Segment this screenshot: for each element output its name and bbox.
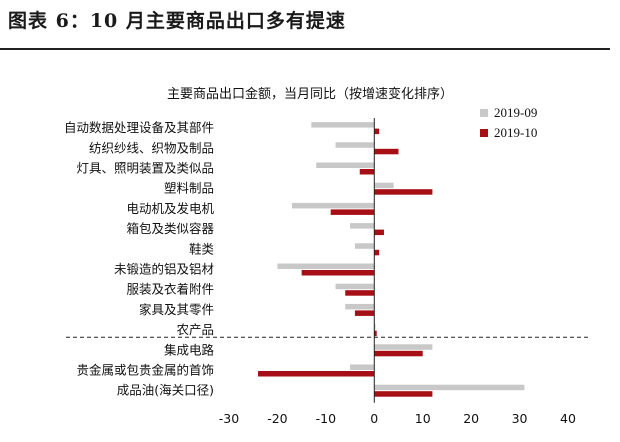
bar-2019-10: [354, 310, 375, 316]
x-tick-label: -30: [219, 411, 239, 426]
bar-2019-10: [374, 330, 377, 337]
category-label: 自动数据处理设备及其部件: [64, 120, 214, 135]
bar-2019-09: [335, 283, 375, 290]
category-label: 贵金属或包贵金属的首饰: [76, 363, 214, 378]
legend: 2019-09 2019-10: [480, 105, 537, 140]
category-label: 电动机及发电机: [126, 201, 214, 216]
x-tick-label: 20: [463, 411, 479, 426]
bar-2019-09: [354, 243, 375, 249]
bar-2019-09: [374, 384, 525, 391]
bar-2019-09: [374, 344, 433, 350]
bar-2019-09: [374, 182, 394, 189]
bar-2019-10: [258, 371, 375, 377]
category-label: 箱包及类似容器: [126, 221, 214, 236]
bar-2019-10: [345, 290, 375, 296]
bar-2019-10: [374, 148, 399, 155]
bar-2019-10: [359, 169, 375, 175]
chart-title: 主要商品出口金额，当月同比（按增速变化排序）: [167, 86, 453, 102]
bar-2019-10: [374, 350, 423, 357]
x-tick-label: 40: [560, 411, 576, 426]
bar-2019-10: [330, 209, 375, 215]
category-label: 集成电路: [164, 342, 215, 357]
bar-2019-09: [350, 364, 375, 370]
category-label: 灯具、照明装置及类似品: [76, 161, 214, 176]
legend-swatch: [480, 109, 488, 117]
x-tick-label: -10: [316, 411, 336, 426]
category-label: 成品油(海关口径): [117, 383, 214, 398]
title-rule: [0, 48, 610, 50]
category-label: 塑料制品: [164, 181, 214, 196]
bar-2019-10: [374, 128, 380, 135]
legend-label: 2019-10: [494, 125, 537, 140]
category-label: 鞋类: [189, 241, 215, 256]
category-label: 未锻造的铝及铝材: [114, 262, 214, 277]
bar-2019-09: [316, 162, 375, 168]
bar-2019-10: [374, 249, 380, 256]
x-axis: -30 -20 -10 0 10 20 30 40: [66, 118, 590, 426]
category-label: 服装及衣着附件: [126, 282, 214, 297]
category-label: 纺织纱线、织物及制品: [89, 140, 214, 155]
legend-swatch: [480, 129, 488, 137]
bar-2019-09: [350, 223, 375, 229]
legend-label: 2019-09: [494, 105, 537, 120]
x-tick-label: 10: [415, 411, 431, 426]
category-label: 家具及其零件: [139, 302, 214, 317]
bar-2019-09: [345, 303, 375, 310]
bar-2019-09: [311, 122, 375, 128]
bar-2019-09: [335, 142, 375, 148]
bar-2019-10: [301, 270, 375, 276]
x-tick-label: 0: [370, 411, 378, 426]
bar-2019-10: [374, 189, 433, 195]
bar-2019-10: [374, 229, 384, 236]
bars-group: [258, 122, 525, 397]
bar-2019-10: [374, 391, 433, 397]
category-label: 农产品: [176, 322, 214, 337]
x-tick-label: 30: [512, 411, 528, 426]
x-tick-label: -20: [267, 411, 287, 426]
figure-title: 图表 6：10 月主要商品出口多有提速: [8, 10, 346, 32]
bar-2019-09: [374, 324, 376, 330]
bar-2019-09: [277, 263, 375, 269]
bar-2019-09: [291, 202, 375, 209]
category-labels: 自动数据处理设备及其部件纺织纱线、织物及制品灯具、照明装置及类似品塑料制品电动机…: [64, 120, 215, 398]
